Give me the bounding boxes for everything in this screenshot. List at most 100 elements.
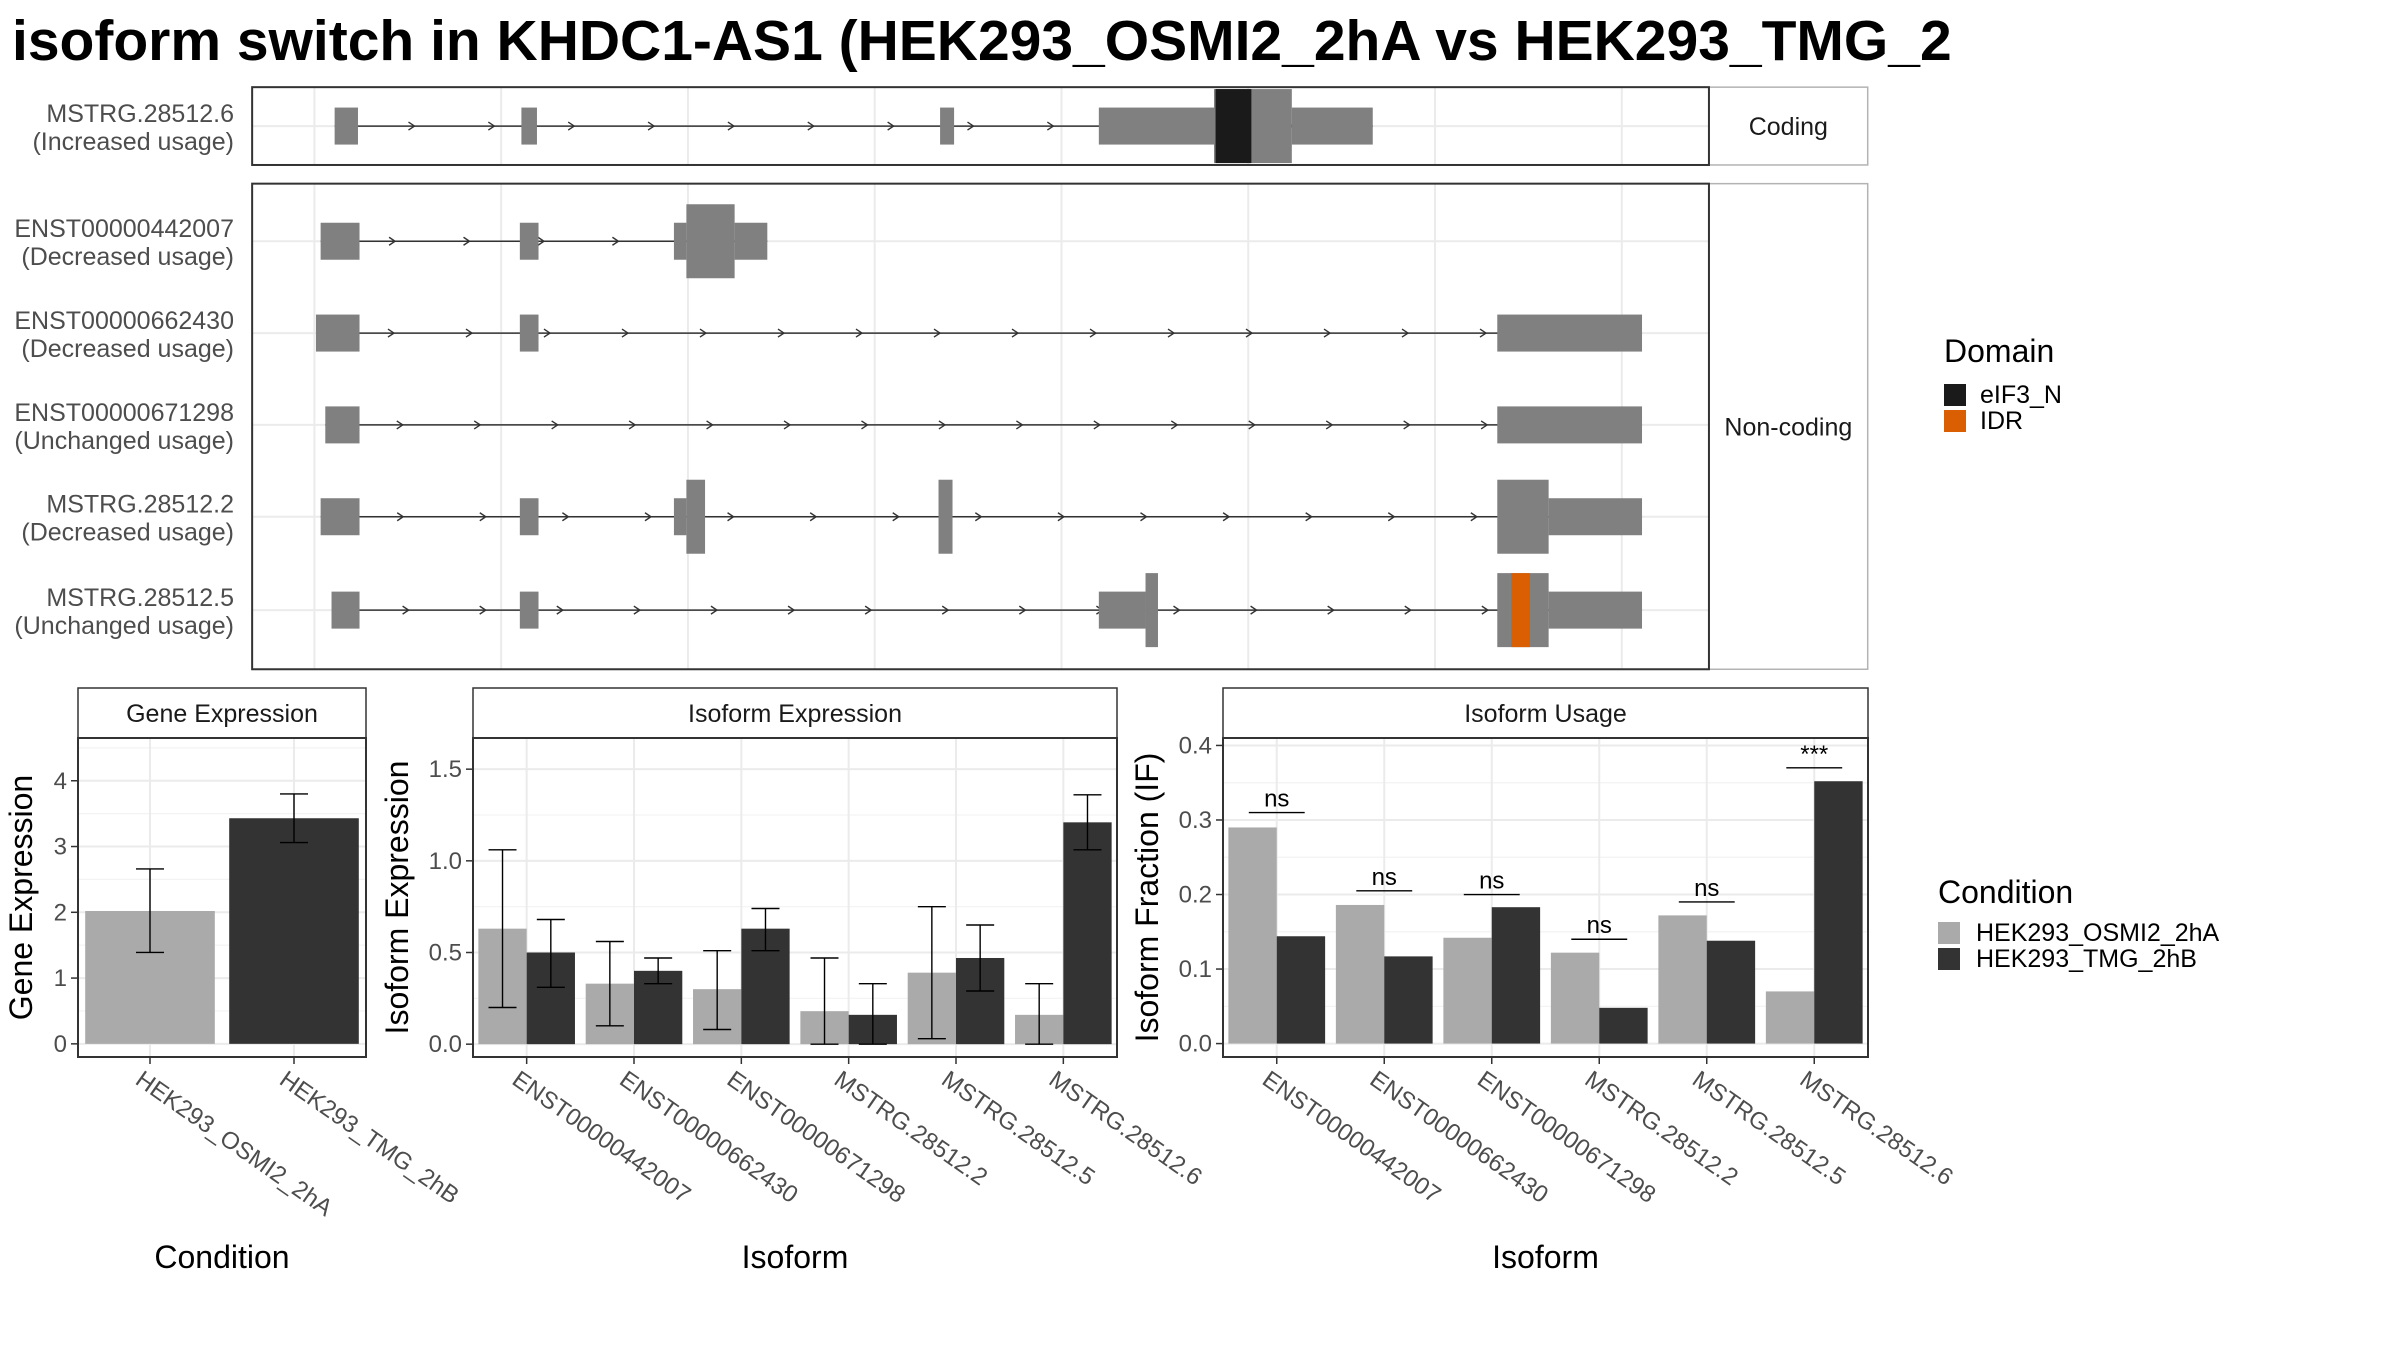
bar [1063,822,1112,1045]
x-axis-title: Isoform [742,1239,849,1275]
bar [1658,915,1707,1044]
direction-arrow [941,605,950,615]
direction-arrow [1046,121,1055,131]
direction-arrow [1167,328,1176,338]
direction-arrow [699,328,708,338]
significance-label: ns [1264,786,1289,813]
exon-block [1548,591,1643,629]
direction-arrow [1401,328,1410,338]
direction-arrow [777,328,786,338]
direction-arrow [967,121,975,131]
exon-block [1497,479,1549,554]
direction-arrow [1404,605,1413,615]
exon-block [686,479,706,554]
direction-arrow [628,420,637,430]
domain-block-idr [1511,573,1530,648]
direction-arrow [887,121,895,131]
y-tick-label: 3 [54,834,67,861]
direction-arrow [402,605,410,615]
bar [1814,781,1863,1044]
direction-arrow [807,121,816,131]
chart-border [77,737,367,1058]
exon-block [519,222,539,260]
exon-block [320,222,360,260]
bar [1765,991,1815,1044]
exon-block [519,591,539,629]
y-tick-label: 0.2 [1179,882,1212,909]
transcript-name: MSTRG.28512.5 [46,584,234,612]
transcript-usage: (Decreased usage) [21,243,234,271]
facet-border [251,182,1710,671]
chart-title: Gene Expression [126,700,318,728]
transcript-row: ENST00000442007(Decreased usage) [14,204,768,279]
condition-legend-title: Condition [1938,874,2073,910]
domain-legend-title: Domain [1944,333,2054,369]
exon-block [673,498,687,536]
bar [1276,936,1326,1044]
y-axis-title: Gene Expression [3,775,39,1020]
direction-arrow [1245,328,1254,338]
transcript-row: MSTRG.28512.5(Unchanged usage) [14,573,1643,648]
y-tick-label: 0.0 [1179,1031,1212,1058]
direction-arrow [388,236,397,246]
structure-facet-non-coding: Non-coding [252,182,1869,671]
direction-arrow [1093,420,1102,430]
transcript-row: MSTRG.28512.2(Decreased usage) [21,479,1643,554]
transcript-name: ENST00000662430 [14,307,234,335]
bar [1443,937,1492,1044]
bar [1335,904,1385,1044]
transcript-row: ENST00000671298(Unchanged usage) [14,399,1643,455]
direction-arrow [1305,512,1313,522]
direction-arrow [1140,512,1148,522]
direction-arrow [551,420,559,430]
direction-arrow [861,420,869,430]
direction-arrow [1170,420,1179,430]
y-tick-label: 0 [54,1031,67,1058]
y-tick-label: 0.3 [1179,807,1212,834]
direction-arrow [612,236,620,246]
condition-legend-label: HEK293_TMG_2hB [1976,945,2197,973]
direction-arrow [396,512,405,522]
x-axis-title: Condition [154,1239,289,1275]
significance-label: *** [1800,741,1828,768]
direction-arrow [543,328,552,338]
direction-arrow [710,605,719,615]
transcript-usage: (Unchanged usage) [14,612,234,640]
direction-arrow [938,420,947,430]
plot-title: isoform switch in KHDC1-AS1 (HEK293_OSMI… [12,9,1952,73]
direction-arrow [479,512,488,522]
direction-arrow [463,236,471,246]
direction-arrow [465,328,474,338]
direction-arrow [864,605,873,615]
domain-legend-swatch [1944,384,1966,406]
condition-legend-swatch [1938,948,1960,970]
chart-plot-area [1223,738,1868,1057]
direction-arrow [396,420,405,430]
direction-arrow [408,121,416,131]
facet-background [252,183,1709,670]
significance-label: ns [1479,868,1504,895]
exon-block [519,314,539,352]
chart-strip [77,687,367,739]
condition-legend-swatch [1938,922,1960,944]
exon-block [1291,107,1373,145]
direction-arrow [974,512,983,522]
facet-border [251,86,1710,166]
bar [229,818,359,1044]
direction-arrow [487,121,496,131]
exon-block [1145,573,1158,648]
chart-title: Isoform Usage [1464,700,1627,728]
direction-arrow [1480,420,1489,430]
exon-block [315,314,360,352]
direction-arrow [633,605,642,615]
exon-block [1497,314,1643,352]
condition-legend-label: HEK293_OSMI2_2hA [1976,919,2220,947]
direction-arrow [1011,328,1020,338]
exon-block [940,107,955,145]
y-tick-label: 1 [54,965,67,992]
direction-arrow [1481,605,1490,615]
direction-arrow [783,420,792,430]
y-tick-label: 1.0 [429,848,462,875]
direction-arrow [387,328,396,338]
